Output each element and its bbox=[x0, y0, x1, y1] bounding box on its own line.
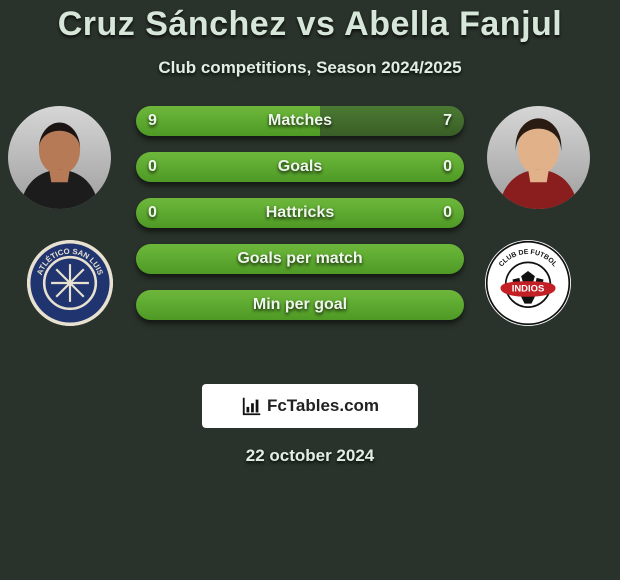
player-avatar-right bbox=[487, 106, 590, 209]
stat-bar-fill-left bbox=[136, 244, 464, 274]
comparison-infographic: Cruz Sánchez vs Abella Fanjul Club compe… bbox=[0, 0, 620, 466]
stat-bar: Goals00 bbox=[136, 152, 464, 182]
compare-area: ATLÉTICO SAN LUIS CLUB DE FUTBOL bbox=[0, 106, 620, 366]
club-crest-right: CLUB DE FUTBOL INDIOS bbox=[485, 240, 571, 326]
svg-text:INDIOS: INDIOS bbox=[512, 284, 545, 295]
stat-bar: Matches97 bbox=[136, 106, 464, 136]
crest-icon: CLUB DE FUTBOL INDIOS bbox=[485, 240, 571, 326]
player-avatar-left bbox=[8, 106, 111, 209]
stat-bar: Min per goal bbox=[136, 290, 464, 320]
stat-bar-fill-left bbox=[136, 198, 464, 228]
crest-icon: ATLÉTICO SAN LUIS bbox=[27, 240, 113, 326]
stat-bar: Goals per match bbox=[136, 244, 464, 274]
infographic-date: 22 october 2024 bbox=[0, 446, 620, 466]
watermark-text: FcTables.com bbox=[267, 396, 379, 416]
avatar-silhouette-icon bbox=[487, 106, 590, 209]
stat-bar-fill-left bbox=[136, 152, 464, 182]
page-title: Cruz Sánchez vs Abella Fanjul bbox=[0, 5, 620, 44]
stat-bar: Hattricks00 bbox=[136, 198, 464, 228]
stat-bar-fill-right bbox=[320, 106, 464, 136]
stat-bar-fill-left bbox=[136, 106, 320, 136]
chart-icon bbox=[241, 395, 263, 417]
page-subtitle: Club competitions, Season 2024/2025 bbox=[0, 58, 620, 78]
avatar-silhouette-icon bbox=[8, 106, 111, 209]
club-crest-left: ATLÉTICO SAN LUIS bbox=[27, 240, 113, 326]
watermark: FcTables.com bbox=[202, 384, 418, 428]
stat-bar-fill-left bbox=[136, 290, 464, 320]
stat-bars: Matches97 Goals00 Hattricks00 Goals per mat… bbox=[136, 106, 464, 336]
